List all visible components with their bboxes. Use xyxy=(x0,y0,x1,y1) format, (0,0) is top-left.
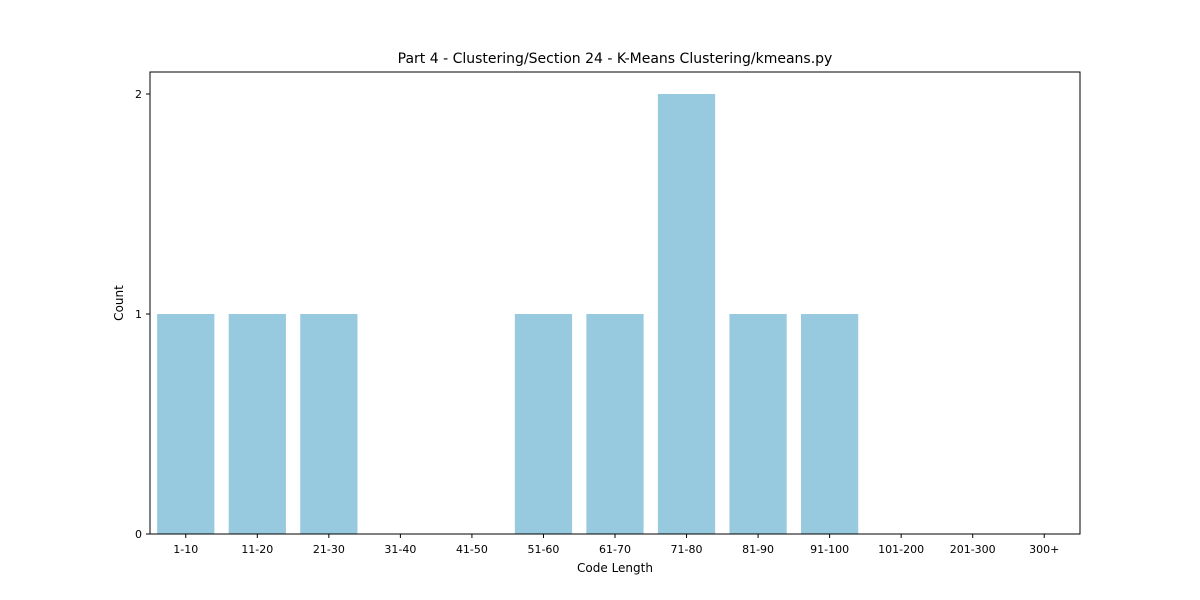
bar-61-70 xyxy=(586,314,644,534)
y-tick-label: 1 xyxy=(135,308,142,321)
y-tick-label: 2 xyxy=(135,88,142,101)
x-tick-label: 71-80 xyxy=(671,543,703,556)
x-tick-label: 21-30 xyxy=(313,543,345,556)
bars-group xyxy=(157,94,859,534)
x-tick-label: 41-50 xyxy=(456,543,488,556)
bar-21-30 xyxy=(300,314,358,534)
bar-51-60 xyxy=(514,314,573,534)
chart-title: Part 4 - Clustering/Section 24 - K-Means… xyxy=(398,51,833,67)
x-tick-label: 201-300 xyxy=(950,543,996,556)
y-axis-ticks: 0 1 2 xyxy=(135,88,150,541)
x-axis-ticks: 1-10 11-20 21-30 31-40 41-50 51-60 61-70 71-80 8… xyxy=(173,534,1059,556)
bar-1-10 xyxy=(157,314,215,534)
x-tick-label: 61-70 xyxy=(599,543,631,556)
bar-91-100 xyxy=(801,314,859,534)
x-tick-label: 51-60 xyxy=(527,543,559,556)
bar-11-20 xyxy=(228,314,286,534)
bar-81-90 xyxy=(729,314,787,534)
x-tick-label: 101-200 xyxy=(878,543,924,556)
x-tick-label: 1-10 xyxy=(173,543,198,556)
x-tick-label: 31-40 xyxy=(384,543,416,556)
plot-area-frame xyxy=(149,71,1081,535)
x-tick-label: 81-90 xyxy=(742,543,774,556)
y-tick-label: 0 xyxy=(135,528,142,541)
x-tick-label: 300+ xyxy=(1029,543,1059,556)
y-axis-label: Count xyxy=(112,285,126,321)
x-axis-label: Code Length xyxy=(577,561,653,575)
x-tick-label: 11-20 xyxy=(241,543,273,556)
bar-71-80 xyxy=(657,94,716,534)
x-tick-label: 91-100 xyxy=(810,543,849,556)
